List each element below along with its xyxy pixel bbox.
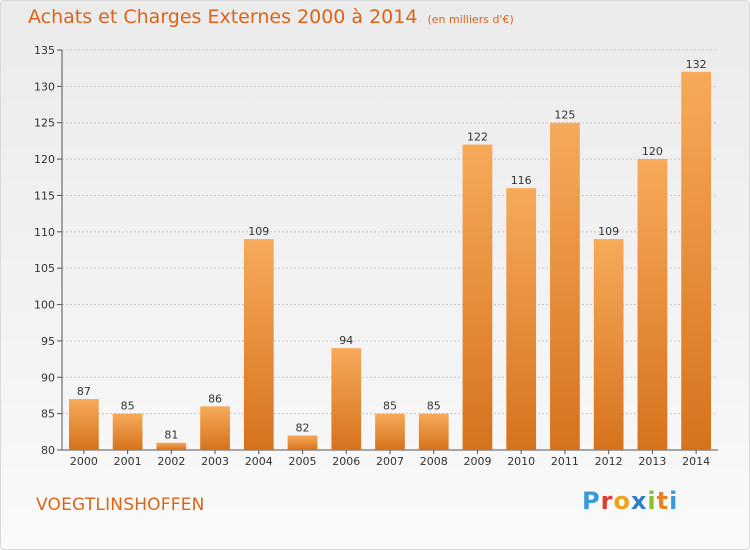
logo-letter: i — [647, 487, 657, 515]
y-tick-label: 105 — [34, 262, 55, 275]
bar — [200, 406, 230, 450]
logo-letter: i — [669, 487, 679, 515]
logo-letter: o — [613, 487, 631, 515]
data-label: 87 — [77, 385, 91, 398]
y-tick-label: 90 — [41, 371, 55, 384]
data-label: 120 — [642, 145, 663, 158]
y-tick-label: 110 — [34, 226, 55, 239]
bar — [243, 239, 274, 450]
bar — [637, 159, 668, 450]
x-tick-label: 2010 — [507, 455, 535, 468]
logo-letter: P — [582, 487, 601, 515]
data-label: 116 — [511, 174, 532, 187]
data-label: 122 — [467, 131, 488, 144]
data-label: 82 — [296, 421, 310, 434]
data-label: 109 — [598, 225, 619, 238]
x-tick-label: 2001 — [114, 455, 142, 468]
bar — [681, 71, 712, 451]
data-label: 132 — [686, 58, 707, 71]
x-tick-label: 2011 — [551, 455, 579, 468]
y-tick-label: 100 — [34, 299, 55, 312]
unit-text: (en milliers d'€) — [427, 13, 514, 26]
bar — [593, 239, 624, 450]
data-label: 109 — [248, 225, 269, 238]
x-tick-label: 2014 — [682, 455, 710, 468]
x-tick-label: 2006 — [332, 455, 360, 468]
bar — [418, 413, 449, 450]
x-tick-label: 2005 — [289, 455, 317, 468]
chart-title: Achats et Charges Externes 2000 à 2014 (e… — [28, 6, 514, 28]
x-tick-label: 2002 — [157, 455, 185, 468]
bar — [462, 144, 493, 450]
y-tick-label: 120 — [34, 153, 55, 166]
x-tick-label: 2004 — [245, 455, 273, 468]
y-tick-label: 80 — [41, 444, 55, 457]
logo-letter: r — [600, 487, 614, 515]
x-tick-label: 2007 — [376, 455, 404, 468]
bar — [112, 413, 143, 450]
y-tick-label: 95 — [41, 335, 55, 348]
x-tick-label: 2003 — [201, 455, 229, 468]
bar — [506, 188, 537, 450]
data-label: 85 — [121, 400, 135, 413]
proxiti-logo: Proxiti — [582, 487, 678, 515]
commune-name: VOEGTLINSHOFFEN — [36, 495, 205, 515]
bar — [68, 399, 99, 450]
data-label: 125 — [554, 109, 575, 122]
data-label: 85 — [383, 400, 397, 413]
bar — [331, 348, 362, 450]
x-tick-label: 2013 — [638, 455, 666, 468]
bar — [156, 442, 187, 450]
bar — [287, 435, 318, 450]
bar — [375, 413, 405, 450]
x-tick-label: 2008 — [420, 455, 448, 468]
y-tick-label: 115 — [34, 189, 55, 202]
y-tick-label: 130 — [34, 80, 55, 93]
data-label: 86 — [208, 392, 222, 405]
bar — [550, 122, 580, 451]
data-label: 94 — [339, 334, 353, 347]
data-label: 81 — [164, 429, 178, 442]
x-tick-label: 2009 — [463, 455, 491, 468]
y-tick-label: 135 — [34, 44, 55, 57]
y-tick-label: 125 — [34, 117, 55, 130]
logo-letter: x — [630, 487, 648, 515]
y-tick-label: 85 — [41, 408, 55, 421]
data-label: 85 — [427, 400, 441, 413]
x-tick-label: 2000 — [70, 455, 98, 468]
x-tick-label: 2012 — [595, 455, 623, 468]
title-text: Achats et Charges Externes 2000 à 2014 — [28, 6, 418, 28]
logo-letter: t — [656, 487, 670, 515]
